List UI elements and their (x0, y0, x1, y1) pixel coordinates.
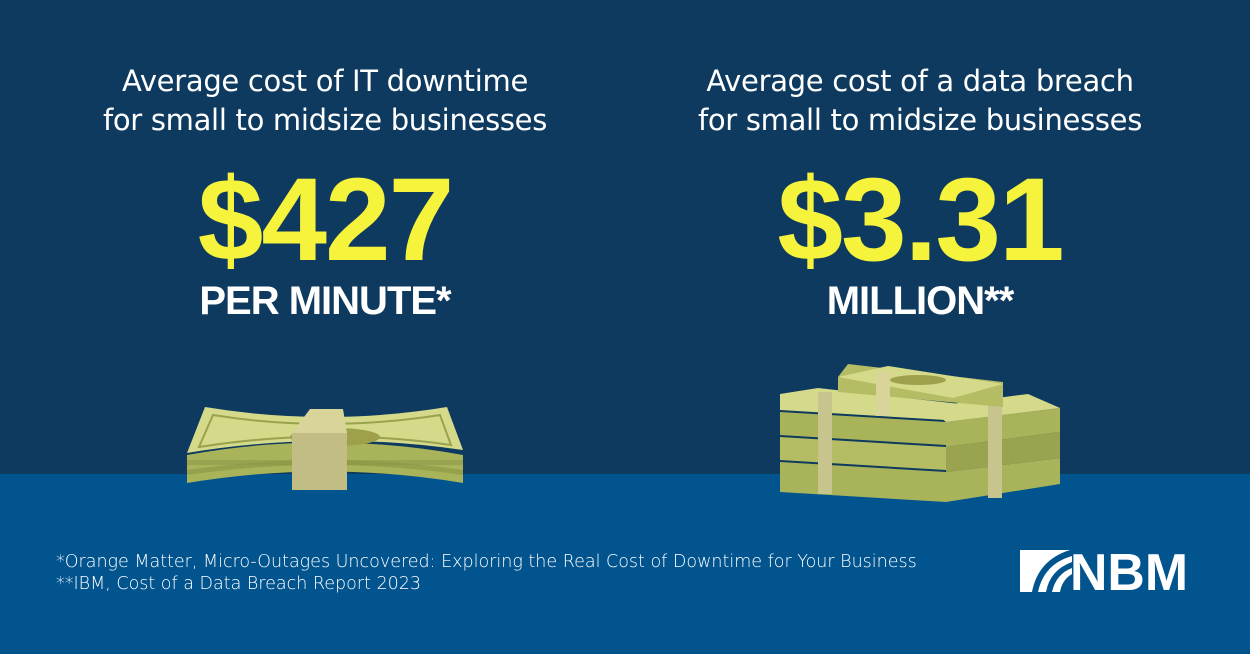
downtime-value: $427 (197, 154, 455, 286)
heading-line: Average cost of IT downtime (121, 64, 528, 98)
downtime-stat: Average cost of IT downtime for small to… (45, 62, 605, 324)
heading-line: Average cost of a data breach (706, 64, 1134, 98)
money-stack-icon (187, 407, 463, 490)
footnotes: *Orange Matter, Micro-Outages Uncovered:… (56, 551, 917, 595)
heading-line: for small to midsize businesses (697, 103, 1143, 137)
top-panel (0, 0, 1250, 474)
downtime-heading: Average cost of IT downtime for small to… (45, 62, 605, 140)
nbm-logo: NBM (1020, 546, 1188, 592)
money-pile-icon (780, 364, 1060, 502)
footnote: *Orange Matter, Micro-Outages Uncovered:… (56, 552, 917, 572)
footnote: **IBM, Cost of a Data Breach Report 2023 (56, 574, 422, 594)
breach-heading: Average cost of a data breach for small … (640, 62, 1200, 140)
logo-text: NBM (1070, 546, 1188, 592)
downtime-unit: PER MINUTE* (199, 279, 451, 323)
heading-line: for small to midsize businesses (102, 103, 548, 137)
breach-value: $3.31 (777, 154, 1064, 286)
breach-unit: MILLION** (826, 279, 1015, 323)
breach-stat: Average cost of a data breach for small … (640, 62, 1200, 324)
